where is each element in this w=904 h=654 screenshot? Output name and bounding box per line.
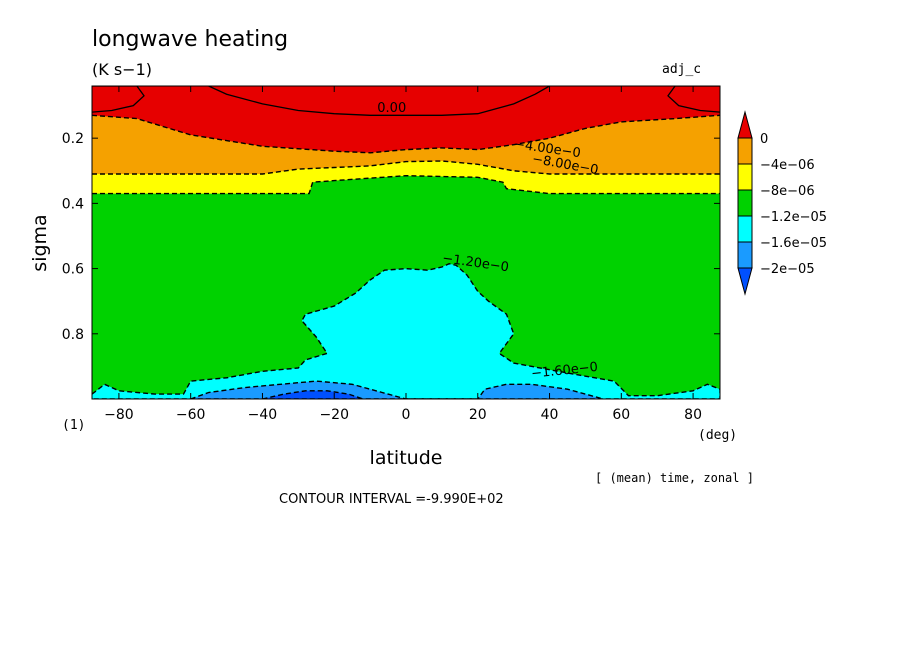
x-tick-label: 40 <box>541 407 559 423</box>
contour-band-3 <box>92 262 720 399</box>
colorbar: 0 −4e−06 −8e−06 −1.2e−05 −1.6e−05 −2e−05 <box>737 110 827 296</box>
panel-label: (1) <box>62 418 85 433</box>
x-tick-label: 80 <box>684 407 702 423</box>
contour-band-1 <box>92 160 720 175</box>
warm-region <box>208 86 550 116</box>
contour-lines <box>92 86 720 399</box>
plot-area: 0.00−4.00e−0−8.00e−0−1.20e−0−1.60e−0 <box>92 86 720 399</box>
contour-band-5 <box>262 390 364 399</box>
y-tick-label: 0.2 <box>62 131 84 147</box>
colorbar-swatch <box>737 163 753 191</box>
contour-label-0: 0.00 <box>377 101 406 116</box>
colorbar-bottom-arrow <box>737 267 753 296</box>
colorbar-swatch <box>737 215 753 243</box>
colorbar-swatch <box>737 137 753 165</box>
contour-band-4 <box>190 380 604 399</box>
run-label: adj_c <box>662 62 701 77</box>
x-tick-label: 60 <box>612 407 630 423</box>
y-axis: 0.2 0.4 0.6 0.8 <box>62 131 720 343</box>
colorbar-label: −1.6e−05 <box>760 236 827 251</box>
colorbar-label: −2e−05 <box>760 262 815 277</box>
colorbar-label: −1.2e−05 <box>760 210 827 225</box>
contour-polar-0 <box>92 86 145 113</box>
contour-interval: CONTOUR INTERVAL =-9.990E+02 <box>279 492 504 507</box>
colorbar-label: 0 <box>760 132 768 147</box>
y-tick-label: 0.8 <box>62 327 84 343</box>
x-tick-label: −40 <box>248 407 278 423</box>
contour-band-2 <box>92 174 720 195</box>
colorbar-swatch <box>737 241 753 269</box>
x-unit: (deg) <box>698 428 737 443</box>
y-axis-label: sigma <box>29 214 51 271</box>
contour-polar-1 <box>667 86 720 113</box>
colorbar-label: −8e−06 <box>760 184 815 199</box>
colorbar-top-arrow <box>737 110 753 139</box>
colorbar-swatch <box>737 189 753 217</box>
y-tick-label: 0.4 <box>62 196 84 212</box>
x-axis-label: latitude <box>370 447 443 469</box>
averaging-note: [ (mean) time, zonal ] <box>595 471 754 485</box>
colorbar-label: −4e−06 <box>760 158 815 173</box>
chart-title: longwave heating <box>92 27 288 52</box>
chart-units: (K s−1) <box>92 60 152 79</box>
x-axis: −80 −60 −40 −20 0 20 40 60 80 <box>104 86 702 423</box>
x-tick-label: 0 <box>402 407 411 423</box>
contour-0 <box>208 86 550 116</box>
band-3 <box>92 263 720 399</box>
x-tick-label: −60 <box>176 407 206 423</box>
x-tick-label: 20 <box>469 407 487 423</box>
contour-label-4: −1.60e−0 <box>530 360 598 382</box>
y-tick-label: 0.6 <box>62 262 84 278</box>
x-tick-label: −80 <box>104 407 134 423</box>
x-tick-label: −20 <box>319 407 349 423</box>
contour-band-0 <box>92 114 720 154</box>
